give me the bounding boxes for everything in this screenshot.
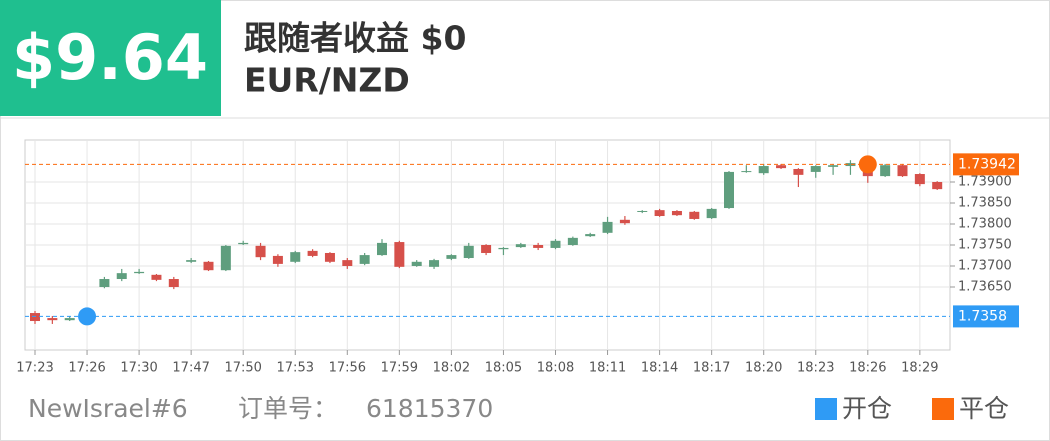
candle-body — [47, 318, 58, 321]
price-tag-label: 1.7358 — [958, 308, 1007, 324]
order-number: 61815370 — [366, 394, 493, 423]
candle-body — [914, 174, 925, 185]
candle-body — [602, 221, 613, 233]
y-tick-label: 1.73850 — [958, 196, 1012, 211]
candle-body — [168, 279, 179, 287]
legend-label: 开仓 — [842, 394, 892, 423]
x-tick-label: 18:23 — [797, 361, 834, 376]
candle-body — [637, 210, 648, 212]
candle-body — [324, 252, 335, 262]
legend-swatch — [932, 398, 954, 420]
x-tick-label: 17:23 — [16, 361, 53, 376]
candle-body — [724, 171, 734, 209]
y-tick-label: 1.73700 — [958, 259, 1012, 274]
candle-body — [619, 219, 630, 224]
candle-body — [203, 261, 214, 271]
candle-body — [99, 279, 110, 287]
x-tick-label: 17:30 — [120, 361, 157, 376]
price-tag — [953, 305, 1019, 328]
candle-body — [758, 166, 769, 174]
candle-body — [255, 245, 266, 258]
candle-body — [810, 166, 821, 172]
candle-body — [689, 211, 700, 219]
candle-body — [151, 274, 162, 280]
candle-body — [776, 165, 787, 169]
x-tick-label: 17:50 — [224, 361, 261, 376]
candle-body — [880, 165, 891, 177]
legend-label: 平仓 — [959, 394, 1009, 423]
marker-dot — [78, 307, 97, 326]
x-tick-label: 17:53 — [277, 361, 314, 376]
candle-body — [429, 260, 440, 267]
candle-body — [498, 247, 509, 250]
profit: $9.64 — [12, 21, 208, 94]
candle-body — [463, 245, 474, 259]
candle-body — [446, 255, 457, 259]
candle-body — [307, 250, 318, 256]
x-tick-label: 18:08 — [537, 361, 574, 376]
candle-body — [30, 313, 40, 322]
symbol: EUR/NZD — [244, 61, 410, 100]
y-tick-label: 1.73650 — [958, 280, 1012, 295]
candle-body — [828, 165, 839, 167]
x-tick-label: 18:11 — [589, 361, 626, 376]
candle-body — [116, 273, 127, 280]
candle-body — [932, 182, 943, 190]
account: NewIsrael#6 — [28, 394, 188, 423]
candle-body — [741, 171, 752, 173]
order-label: 订单号： — [238, 394, 338, 423]
candle-body — [359, 255, 370, 264]
x-tick-label: 17:47 — [172, 361, 209, 376]
price-tag-label: 1.73942 — [958, 156, 1016, 172]
x-tick-label: 18:05 — [485, 361, 522, 376]
x-tick-label: 17:26 — [68, 361, 105, 376]
legend-swatch — [815, 398, 837, 420]
x-tick-label: 18:17 — [693, 361, 730, 376]
candle-body — [845, 163, 856, 167]
candle-body — [515, 244, 526, 248]
candle-body — [897, 165, 908, 177]
candle-body — [186, 260, 197, 262]
candle-body — [377, 242, 387, 256]
x-tick-label: 18:29 — [901, 361, 938, 376]
candle-body — [342, 260, 353, 266]
candle-body — [394, 242, 405, 267]
candle-body — [481, 245, 492, 253]
candle-body — [585, 234, 596, 237]
profit-box — [0, 0, 221, 116]
x-tick-label: 18:20 — [745, 361, 782, 376]
x-tick-label: 18:14 — [641, 361, 678, 376]
x-tick-label: 18:02 — [433, 361, 470, 376]
price-tag — [953, 153, 1019, 176]
candle-body — [134, 271, 145, 274]
x-tick-label: 17:59 — [381, 361, 418, 376]
candle-body — [793, 168, 804, 175]
y-tick-label: 1.73750 — [958, 238, 1012, 253]
x-tick-label: 18:26 — [849, 361, 886, 376]
candle-body — [220, 245, 231, 271]
candle-body — [64, 318, 75, 321]
candle-body — [290, 252, 301, 262]
x-tick-label: 17:56 — [329, 361, 366, 376]
marker-dot — [858, 155, 877, 174]
candle-body — [567, 237, 578, 245]
title: 跟随者收益 $0 — [244, 19, 466, 58]
candle-body — [238, 242, 249, 245]
candle-body — [411, 261, 422, 266]
candle-body — [654, 210, 665, 217]
candle-body — [533, 245, 544, 248]
candle-body — [550, 240, 561, 248]
y-tick-label: 1.73900 — [958, 175, 1012, 190]
candle-body — [272, 255, 283, 264]
candle-body — [671, 210, 682, 216]
y-tick-label: 1.73800 — [958, 217, 1012, 232]
candle-body — [706, 208, 717, 219]
